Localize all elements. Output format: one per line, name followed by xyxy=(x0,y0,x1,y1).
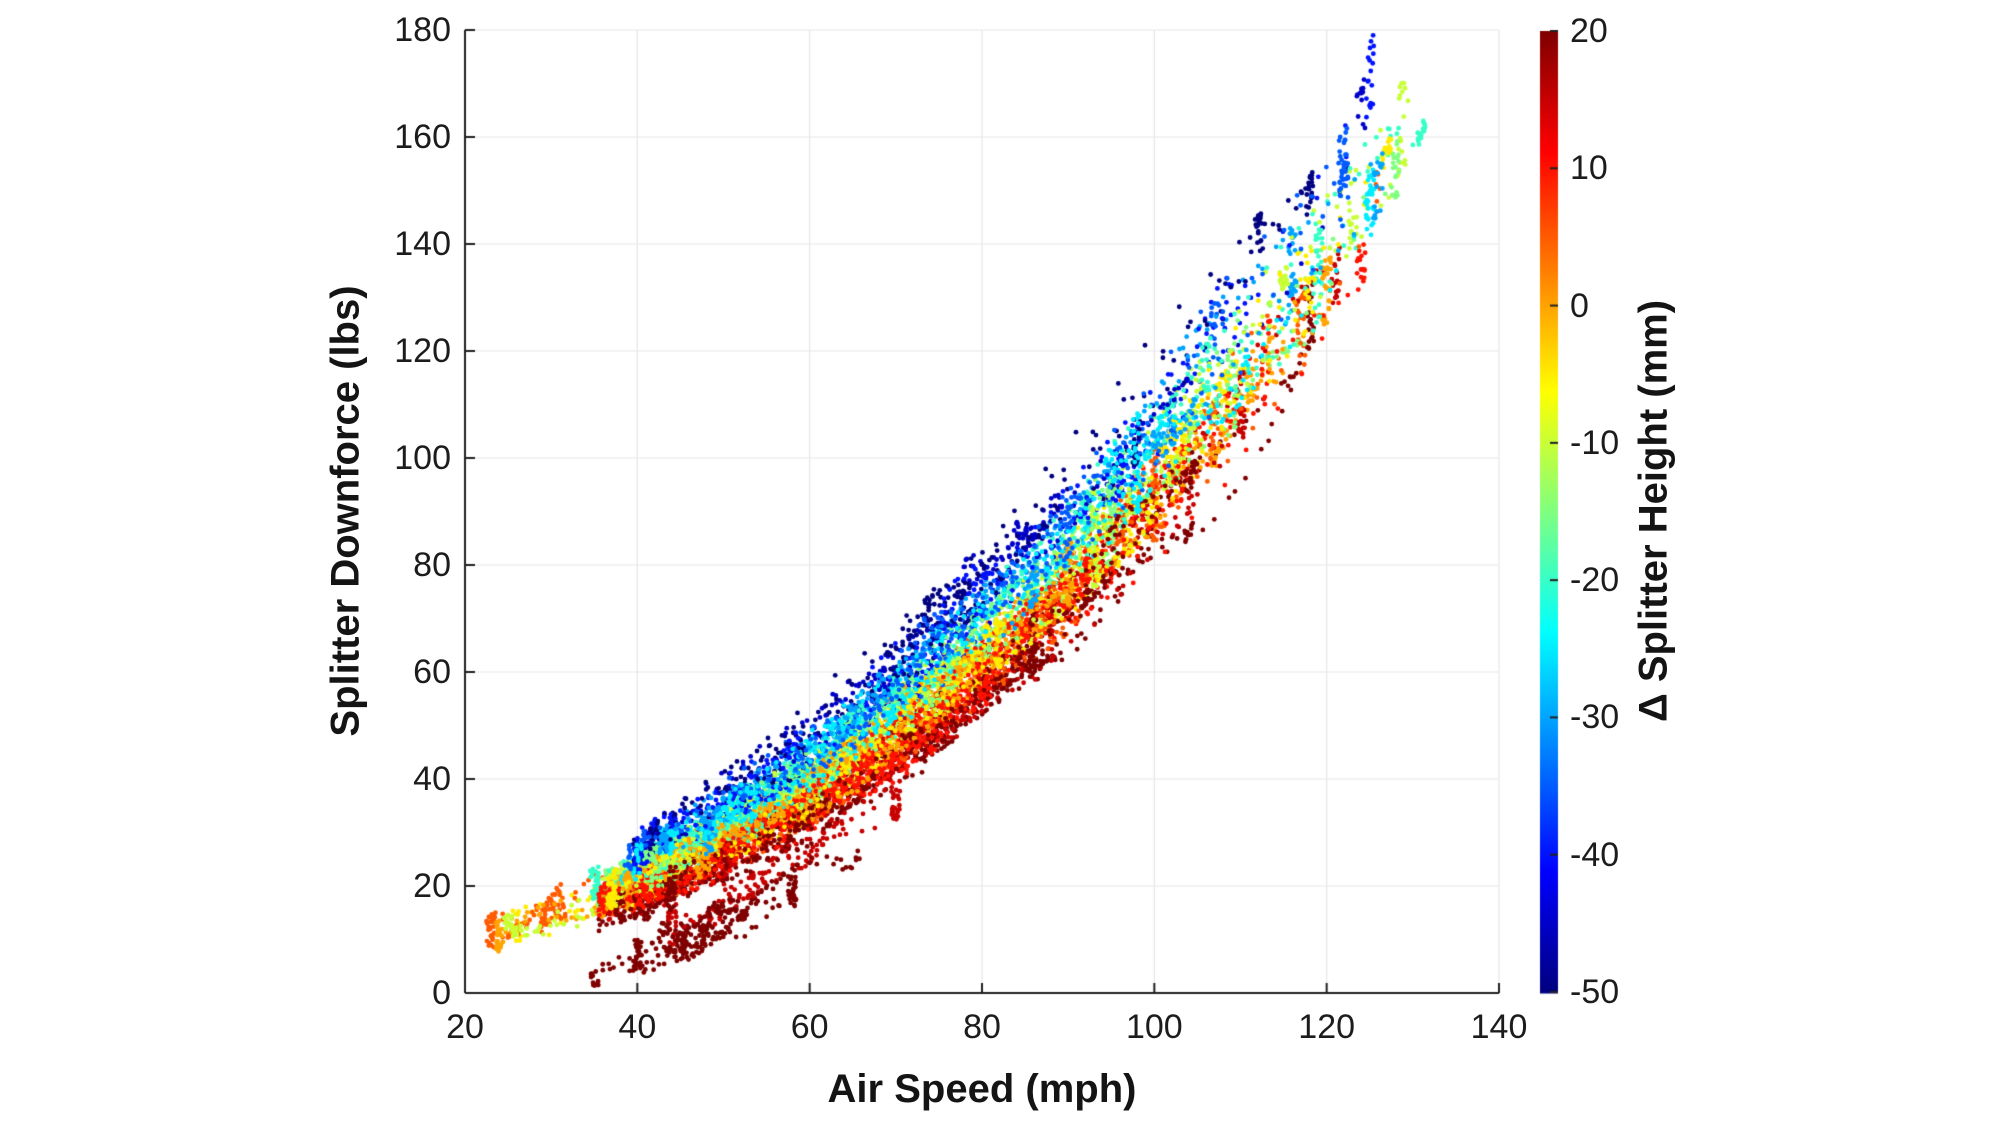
y-axis-tick-label: 120 xyxy=(394,332,451,370)
colorbar-tick-label: 0 xyxy=(1570,286,1589,325)
colorbar-tick-label: 10 xyxy=(1570,149,1608,188)
y-axis-tick-label: 60 xyxy=(413,653,451,691)
y-axis-tick-label: 40 xyxy=(413,760,451,798)
colorbar-tick-label: -40 xyxy=(1570,835,1620,874)
colorbar-tick-label: -50 xyxy=(1570,973,1620,1011)
colorbar-label: Δ Splitter Height (mm) xyxy=(1631,299,1676,723)
x-axis-tick-label: 80 xyxy=(963,1008,1001,1046)
y-axis-tick-label: 100 xyxy=(394,439,451,477)
x-axis-tick-label: 120 xyxy=(1298,1008,1356,1046)
y-axis-tick-label: 80 xyxy=(413,546,451,584)
x-axis-label: Air Speed (mph) xyxy=(827,1067,1137,1111)
x-axis-tick-label: 140 xyxy=(1470,1008,1528,1046)
colorbar-tick-label: 20 xyxy=(1570,12,1608,50)
x-axis-tick-label: 60 xyxy=(790,1008,829,1046)
colorbar-tick-label: -20 xyxy=(1570,561,1620,600)
x-axis-tick-label: 20 xyxy=(446,1008,484,1046)
colorbar-tick-label: -30 xyxy=(1570,698,1620,737)
y-axis-tick-label: 20 xyxy=(413,867,451,905)
x-axis-tick-label: 40 xyxy=(618,1008,657,1046)
x-axis-tick-label: 100 xyxy=(1125,1008,1183,1046)
y-axis-label: Splitter Downforce (lbs) xyxy=(323,285,368,737)
colorbar-tick-label: -10 xyxy=(1570,423,1620,462)
y-axis-tick-label: 160 xyxy=(394,118,451,156)
y-axis-tick-label: 0 xyxy=(432,974,451,1012)
y-axis-tick-label: 140 xyxy=(394,225,451,263)
y-axis-tick-label: 180 xyxy=(394,11,451,49)
